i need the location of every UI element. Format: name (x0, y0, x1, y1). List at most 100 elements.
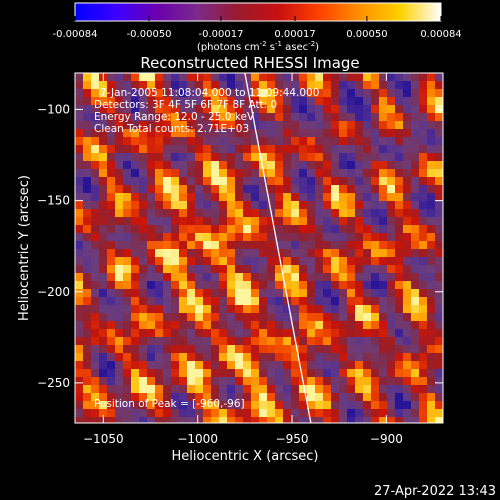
heatmap-cell (147, 337, 156, 346)
heatmap-cell (195, 89, 204, 98)
heatmap-cell (163, 89, 172, 98)
heatmap-cell (419, 281, 428, 290)
heatmap-cell (419, 193, 428, 202)
heatmap-cell (363, 329, 372, 338)
heatmap-cell (115, 113, 124, 122)
heatmap-cell (91, 377, 100, 386)
heatmap-cell (275, 225, 284, 234)
heatmap-cell (171, 129, 180, 138)
heatmap-cell (387, 161, 396, 170)
heatmap-cell (195, 137, 204, 146)
heatmap-cell (187, 169, 196, 178)
heatmap-cell (163, 313, 172, 322)
heatmap-cell (291, 129, 300, 138)
heatmap-cell (219, 265, 228, 274)
heatmap-cell (411, 417, 420, 423)
heatmap-cell (91, 97, 100, 106)
heatmap-cell (427, 329, 436, 338)
heatmap-cell (435, 297, 443, 306)
heatmap-cell (187, 201, 196, 210)
heatmap-cell (251, 113, 260, 122)
heatmap-cell (363, 177, 372, 186)
heatmap-cell (107, 185, 116, 194)
heatmap-cell (331, 377, 340, 386)
heatmap-cell (251, 257, 260, 266)
heatmap-cell (91, 113, 100, 122)
heatmap-cell (355, 81, 364, 90)
heatmap-cell (323, 337, 332, 346)
heatmap-cell (339, 369, 348, 378)
heatmap-cell (155, 249, 164, 258)
heatmap-cell (107, 241, 116, 250)
heatmap-cell (75, 121, 84, 130)
heatmap-cell (131, 417, 140, 423)
heatmap-cell (243, 105, 252, 114)
heatmap-cell (275, 345, 284, 354)
heatmap-cell (171, 185, 180, 194)
heatmap-cell (379, 393, 388, 402)
heatmap-cell (403, 297, 412, 306)
heatmap-cell (363, 377, 372, 386)
heatmap-cell (283, 97, 292, 106)
heatmap-cell (299, 401, 308, 410)
heatmap-cell (339, 409, 348, 418)
heatmap-cell (299, 217, 308, 226)
heatmap-cell (75, 249, 84, 258)
heatmap-cell (155, 321, 164, 330)
heatmap-cell (355, 105, 364, 114)
heatmap-cell (99, 281, 108, 290)
heatmap-cell (323, 273, 332, 282)
heatmap-cell (427, 369, 436, 378)
heatmap-cell (179, 153, 188, 162)
heatmap-cell (419, 345, 428, 354)
heatmap-cell (243, 353, 252, 362)
heatmap-cell (211, 409, 220, 418)
heatmap-cell (131, 193, 140, 202)
heatmap-cell (123, 105, 132, 114)
heatmap-cell (427, 177, 436, 186)
heatmap-cell (251, 265, 260, 274)
heatmap-cell (139, 185, 148, 194)
heatmap-cell (251, 233, 260, 242)
heatmap-cell (403, 353, 412, 362)
heatmap-cell (291, 225, 300, 234)
heatmap-cell (195, 161, 204, 170)
heatmap-cell (339, 337, 348, 346)
heatmap-cell (155, 89, 164, 98)
heatmap-cell (315, 137, 324, 146)
heatmap-cell (219, 289, 228, 298)
heatmap-cell (219, 73, 228, 82)
colorbar-tick-label: 0.00017 (274, 29, 315, 40)
heatmap-cell (427, 113, 436, 122)
heatmap-cell (299, 385, 308, 394)
heatmap-cell (187, 385, 196, 394)
heatmap-cell (427, 241, 436, 250)
heatmap-cell (251, 361, 260, 370)
heatmap-cell (323, 313, 332, 322)
heatmap-cell (307, 153, 316, 162)
heatmap-cell (339, 249, 348, 258)
heatmap-cell (83, 105, 92, 114)
heatmap-cell (203, 329, 212, 338)
heatmap-cell (307, 209, 316, 218)
heatmap-cell (235, 129, 244, 138)
heatmap-cell (107, 81, 116, 90)
heatmap-cell (283, 185, 292, 194)
heatmap-cell (83, 241, 92, 250)
heatmap-cell (107, 249, 116, 258)
heatmap-cell (387, 201, 396, 210)
heatmap-cell (171, 73, 180, 82)
heatmap-cell (355, 209, 364, 218)
heatmap-cell (131, 153, 140, 162)
heatmap-cell (331, 177, 340, 186)
heatmap-cell (371, 345, 380, 354)
heatmap-cell (315, 265, 324, 274)
heatmap-cell (395, 249, 404, 258)
heatmap-cell (187, 145, 196, 154)
heatmap-cell (355, 409, 364, 418)
colorbar-tick-label: -0.00084 (53, 29, 98, 40)
heatmap-cell (339, 217, 348, 226)
heatmap-cell (83, 113, 92, 122)
heatmap-cell (259, 105, 268, 114)
heatmap-cell (243, 337, 252, 346)
